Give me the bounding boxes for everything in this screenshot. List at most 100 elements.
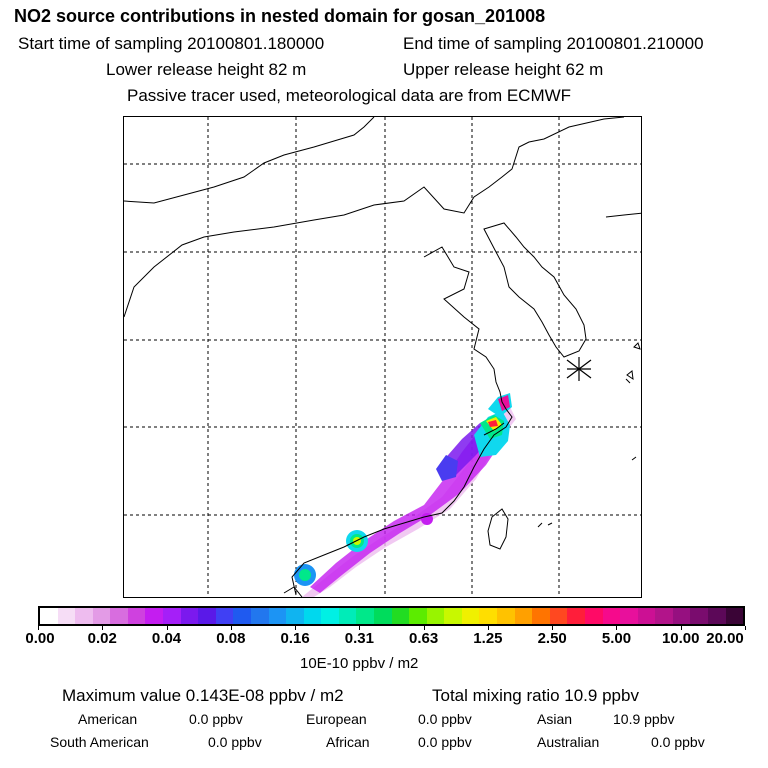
- contribution-label: African: [326, 734, 370, 750]
- color-swatch: [655, 608, 673, 624]
- contribution-value: 10.9 ppbv: [613, 711, 675, 727]
- color-scale-tick: [616, 626, 618, 630]
- total-mixing-ratio-label: Total mixing ratio 10.9 ppbv: [432, 686, 639, 705]
- color-swatch: [426, 608, 445, 624]
- contribution-label: European: [306, 711, 367, 727]
- color-swatch: [549, 608, 568, 624]
- color-swatch: [356, 608, 374, 624]
- color-swatch: [532, 608, 550, 624]
- color-swatch: [725, 608, 744, 624]
- max-value-label: Maximum value 0.143E-08 ppbv / m2: [62, 686, 344, 705]
- color-scale-tick: [166, 626, 168, 630]
- color-scale-tick: [680, 626, 682, 630]
- color-swatch: [250, 608, 269, 624]
- islands: [537, 342, 641, 528]
- contribution-value: 0.0 ppbv: [418, 711, 472, 727]
- plume-purple-blob: [421, 513, 433, 525]
- color-scale-tick-label: 10.00: [661, 630, 700, 647]
- color-swatch: [215, 608, 234, 624]
- contribution-label: South American: [50, 734, 149, 750]
- color-swatch: [373, 608, 392, 624]
- color-swatch: [145, 608, 164, 624]
- color-swatch: [268, 608, 287, 624]
- color-swatch: [637, 608, 656, 624]
- color-scale-tick-label: 0.02: [87, 630, 117, 647]
- color-swatch: [57, 608, 76, 624]
- color-scale-tick-label: 5.00: [601, 630, 632, 647]
- color-swatch: [690, 608, 708, 624]
- color-scale-tick-label: 0.00: [25, 630, 55, 647]
- color-scale-tick-label: 0.63: [409, 630, 439, 647]
- color-swatch: [233, 608, 251, 624]
- color-scale-tick: [295, 626, 297, 630]
- china-coastline: [124, 117, 625, 318]
- start-time-label: Start time of sampling 20100801.180000: [18, 34, 325, 53]
- color-swatch: [127, 608, 146, 624]
- color-scale-tick: [359, 626, 361, 630]
- color-swatch: [461, 608, 480, 624]
- coastlines: [124, 117, 641, 597]
- mongolia-border: [124, 117, 375, 204]
- color-swatch: [602, 608, 621, 624]
- color-swatch: [75, 608, 93, 624]
- color-swatch: [479, 608, 498, 624]
- taiwan-coastline: [487, 508, 509, 550]
- color-scale-tick-label: 0.16: [280, 630, 310, 647]
- contribution-value: 0.0 ppbv: [418, 734, 472, 750]
- contribution-label: American: [78, 711, 138, 727]
- color-swatch: [707, 608, 726, 624]
- color-swatch: [514, 608, 533, 624]
- color-swatch: [567, 608, 585, 624]
- plume-red-core: [488, 420, 498, 427]
- color-swatch: [198, 608, 216, 624]
- color-swatch: [110, 608, 128, 624]
- color-swatch: [286, 608, 304, 624]
- color-swatch: [163, 608, 181, 624]
- color-scale-tick: [230, 626, 232, 630]
- color-swatch: [303, 608, 322, 624]
- color-swatch: [444, 608, 462, 624]
- color-swatch: [409, 608, 427, 624]
- color-scale-tick: [487, 626, 489, 630]
- east-china-coast: [291, 246, 513, 596]
- color-scale-tick: [552, 626, 554, 630]
- no2-plume: [294, 393, 516, 597]
- color-scale-bar: [38, 606, 745, 626]
- end-time-label: End time of sampling 20100801.210000: [403, 34, 704, 53]
- page-title: NO2 source contributions in nested domai…: [14, 6, 546, 26]
- color-scale-unit: 10E-10 ppbv / m2: [300, 655, 419, 672]
- color-swatch: [321, 608, 339, 624]
- contribution-label: Asian: [537, 711, 573, 727]
- lower-release-height-label: Lower release height 82 m: [106, 60, 307, 79]
- color-scale-tick: [102, 626, 104, 630]
- map-panel: [123, 116, 642, 598]
- contribution-value: 0.0 ppbv: [189, 711, 243, 727]
- color-scale-tick-label: 0.31: [344, 630, 374, 647]
- color-scale-tick: [423, 626, 425, 630]
- contribution-value: 0.0 ppbv: [208, 734, 262, 750]
- receptor-star-icon: [566, 357, 592, 381]
- tracer-note: Passive tracer used, meteorological data…: [127, 86, 572, 105]
- color-swatch: [391, 608, 410, 624]
- graticule: [124, 117, 641, 597]
- color-scale-tick-label: 0.04: [151, 630, 182, 647]
- plume-green-southwest: [299, 569, 311, 581]
- color-scale-tick-label: 20.00: [706, 630, 744, 647]
- color-scale-tick-label: 1.25: [473, 630, 503, 647]
- color-swatch: [338, 608, 357, 624]
- plume-blue-core: [436, 455, 458, 481]
- color-swatch: [672, 608, 691, 624]
- color-swatch: [620, 608, 638, 624]
- color-swatch: [92, 608, 111, 624]
- color-scale-tick-label: 2.50: [537, 630, 567, 647]
- contribution-label: Australian: [537, 734, 600, 750]
- hainan-coastline: [283, 586, 303, 597]
- color-swatch: [180, 608, 199, 624]
- color-swatch: [40, 608, 58, 624]
- color-scale-tick-label: 0.08: [216, 630, 246, 647]
- yangtze-river: [483, 422, 505, 436]
- color-swatch: [584, 608, 603, 624]
- color-swatch: [497, 608, 515, 624]
- korea-coastline: [483, 222, 587, 358]
- color-scale-tick: [745, 626, 746, 630]
